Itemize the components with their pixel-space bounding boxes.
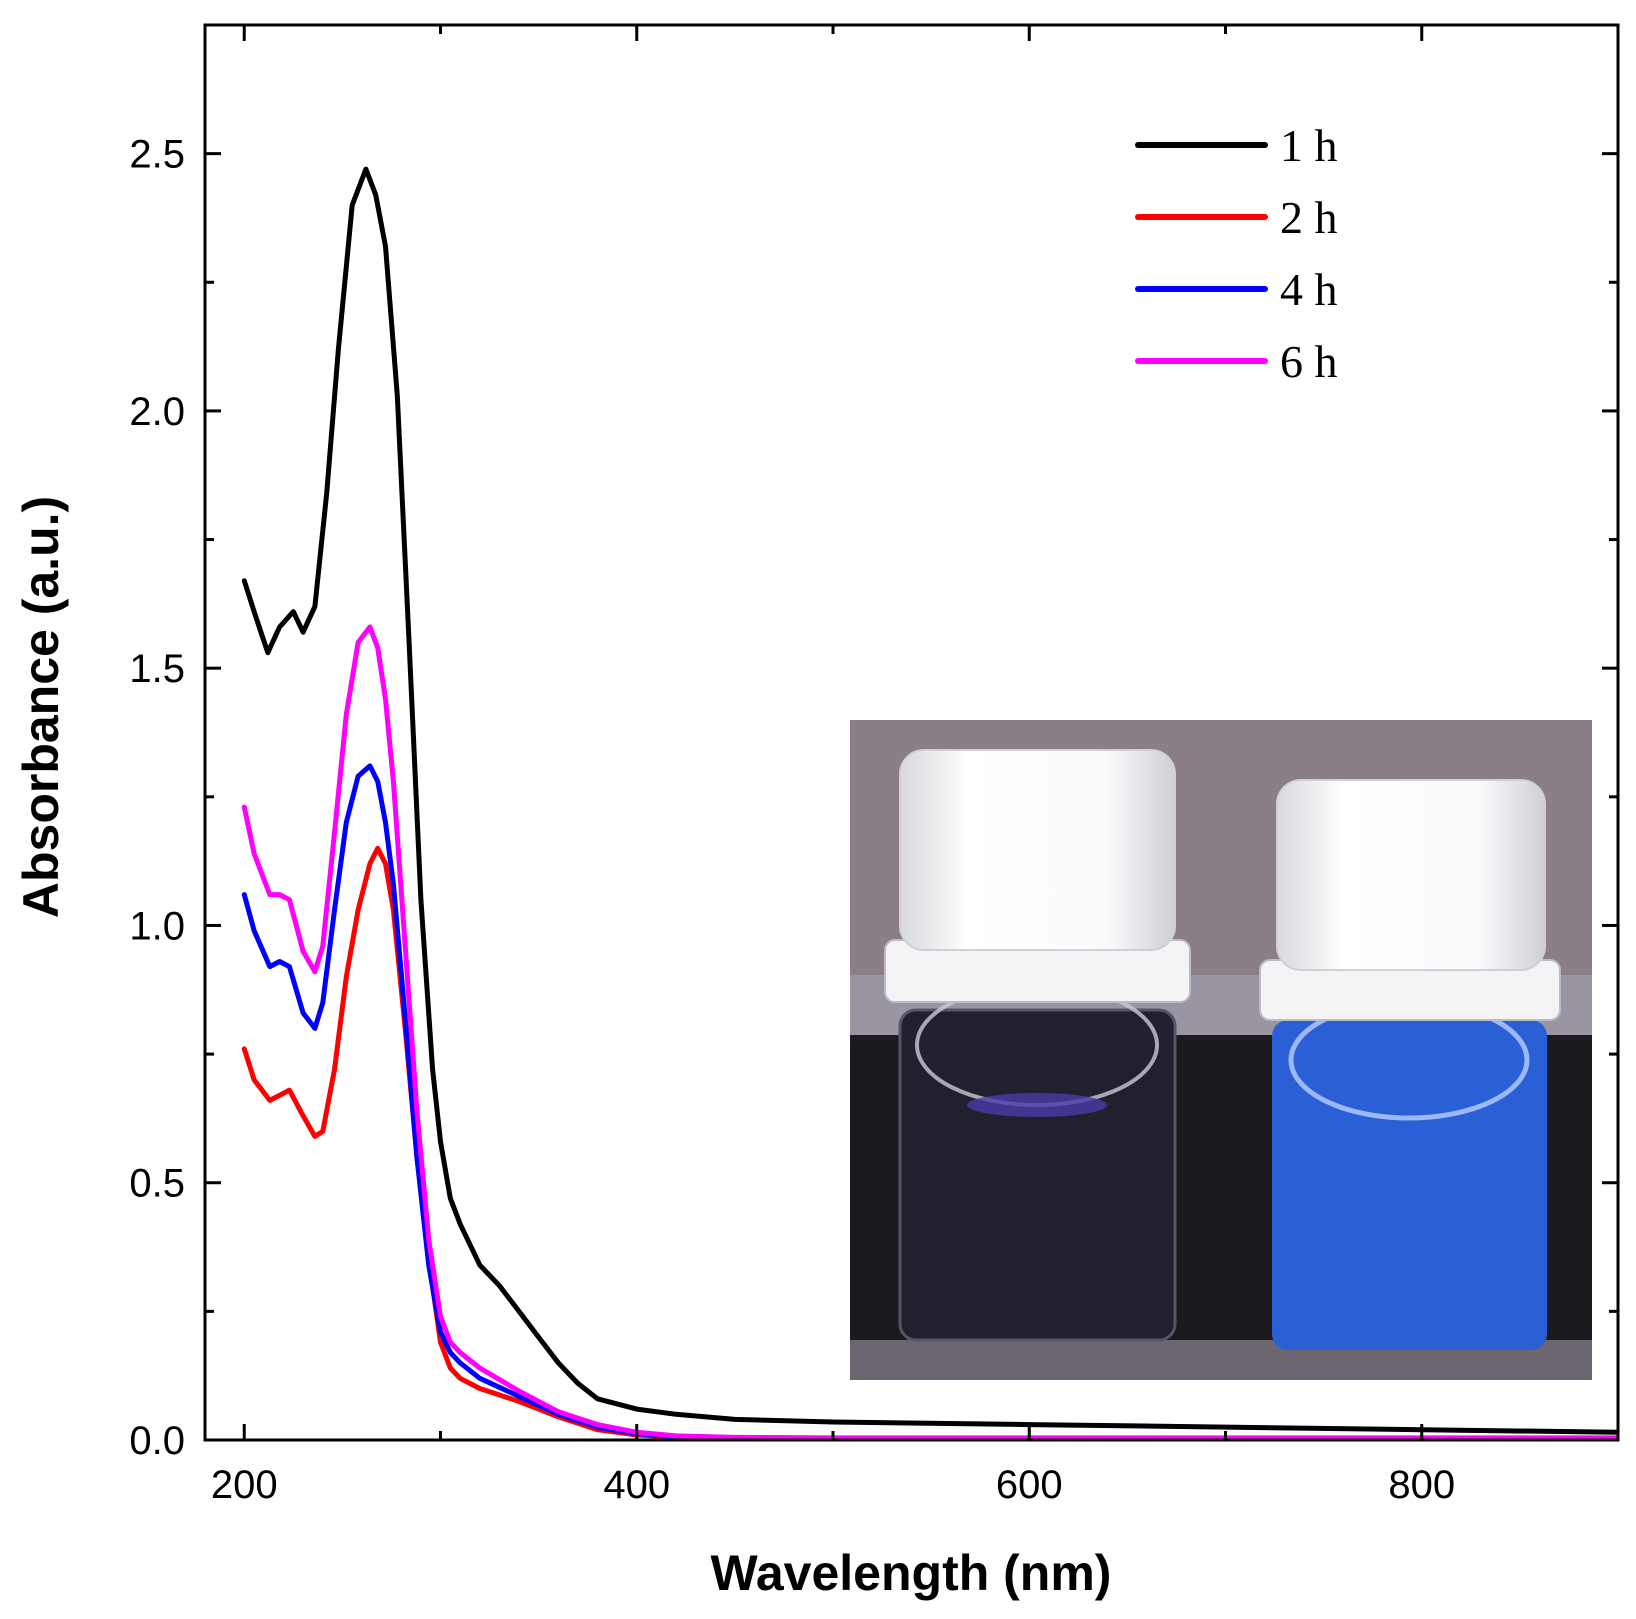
y-axis-title: Absorbance (a.u.) <box>13 496 69 918</box>
axis-ticks <box>205 23 1620 1442</box>
x-tick-label: 600 <box>996 1463 1063 1507</box>
blue-vial-cap <box>1276 779 1546 971</box>
clear-vial <box>884 749 1191 1342</box>
blue-vial-body <box>1272 1020 1547 1350</box>
clear-vial-cap <box>899 749 1176 951</box>
legend-label: 6 h <box>1280 336 1338 387</box>
y-tick-labels: 0.0 0.5 1.0 1.5 2.0 2.5 <box>129 133 185 1463</box>
legend-label: 1 h <box>1280 120 1338 171</box>
x-tick-label: 800 <box>1388 1463 1455 1507</box>
y-tick-label: 2.0 <box>129 390 185 434</box>
y-tick-label: 0.0 <box>129 1419 185 1463</box>
series-line-1h <box>241 166 1618 1435</box>
series-lines <box>241 166 1618 1440</box>
y-tick-label: 1.0 <box>129 904 185 948</box>
clear-vial-body <box>898 1008 1177 1342</box>
x-tick-label: 400 <box>603 1463 670 1507</box>
blue-vial <box>1259 779 1561 1350</box>
plot-frame <box>203 23 1620 1442</box>
clear-vial-tint <box>967 1093 1107 1117</box>
legend: 1 h 2 h 4 h 6 h <box>1135 120 1338 387</box>
y-tick-label: 1.5 <box>129 647 185 691</box>
y-tick-label: 0.5 <box>129 1162 185 1206</box>
series-line-6h <box>241 624 1618 1440</box>
x-tick-labels: 200 400 600 800 <box>211 1463 1455 1507</box>
x-tick-label: 200 <box>211 1463 278 1507</box>
legend-label: 2 h <box>1280 192 1338 243</box>
y-tick-label: 2.5 <box>129 133 185 177</box>
x-axis-title: Wavelength (nm) <box>711 1545 1112 1601</box>
inset-vial-photo <box>850 720 1592 1380</box>
legend-label: 4 h <box>1280 264 1338 315</box>
